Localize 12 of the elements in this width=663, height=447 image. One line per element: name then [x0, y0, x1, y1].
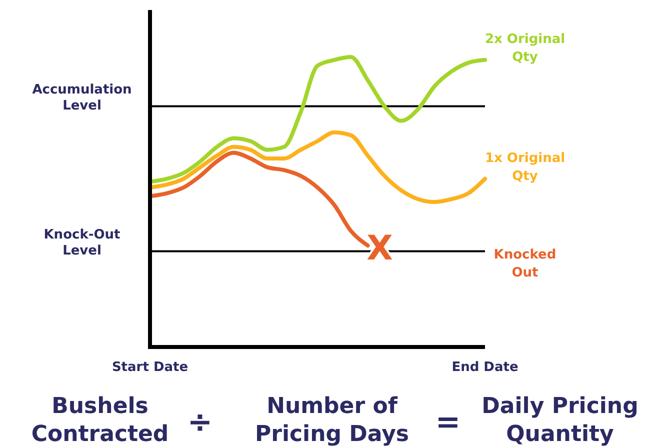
x-tick-label: Start Date — [112, 360, 188, 375]
series-label: 2x Original Qty — [484, 32, 566, 65]
ref-line-label: Knock-Out Level — [44, 227, 120, 258]
series-label: 1x Original Qty — [484, 150, 566, 184]
text: Knocked Out — [494, 248, 556, 280]
text: Daily Pricing Quantity — [482, 394, 638, 447]
text: Bushels Contracted — [31, 394, 169, 447]
text: Number of Pricing Days — [254, 394, 410, 447]
text: = — [435, 405, 461, 440]
x-tick-label: End Date — [452, 360, 518, 375]
ref-line-label: Accumulation Level — [32, 82, 132, 114]
text: ÷ — [187, 405, 213, 440]
